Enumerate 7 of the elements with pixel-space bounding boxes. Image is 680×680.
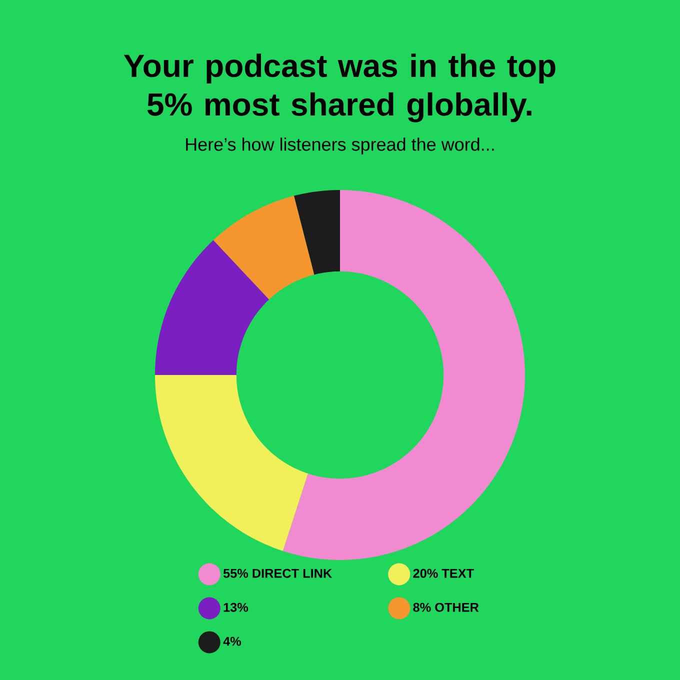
legend-label: 55% DIRECT LINK xyxy=(223,568,332,578)
chart-subtitle: Here’s how listeners spread the word... xyxy=(186,138,494,154)
legend-label: 4% xyxy=(223,636,242,646)
legend-label: 8% OTHER xyxy=(413,602,479,612)
legend-label: 20% TEXT xyxy=(413,568,474,578)
chart-title: Your podcast was in the top 5% most shared globally. xyxy=(124,54,556,122)
legend-label: 13% xyxy=(224,602,248,612)
